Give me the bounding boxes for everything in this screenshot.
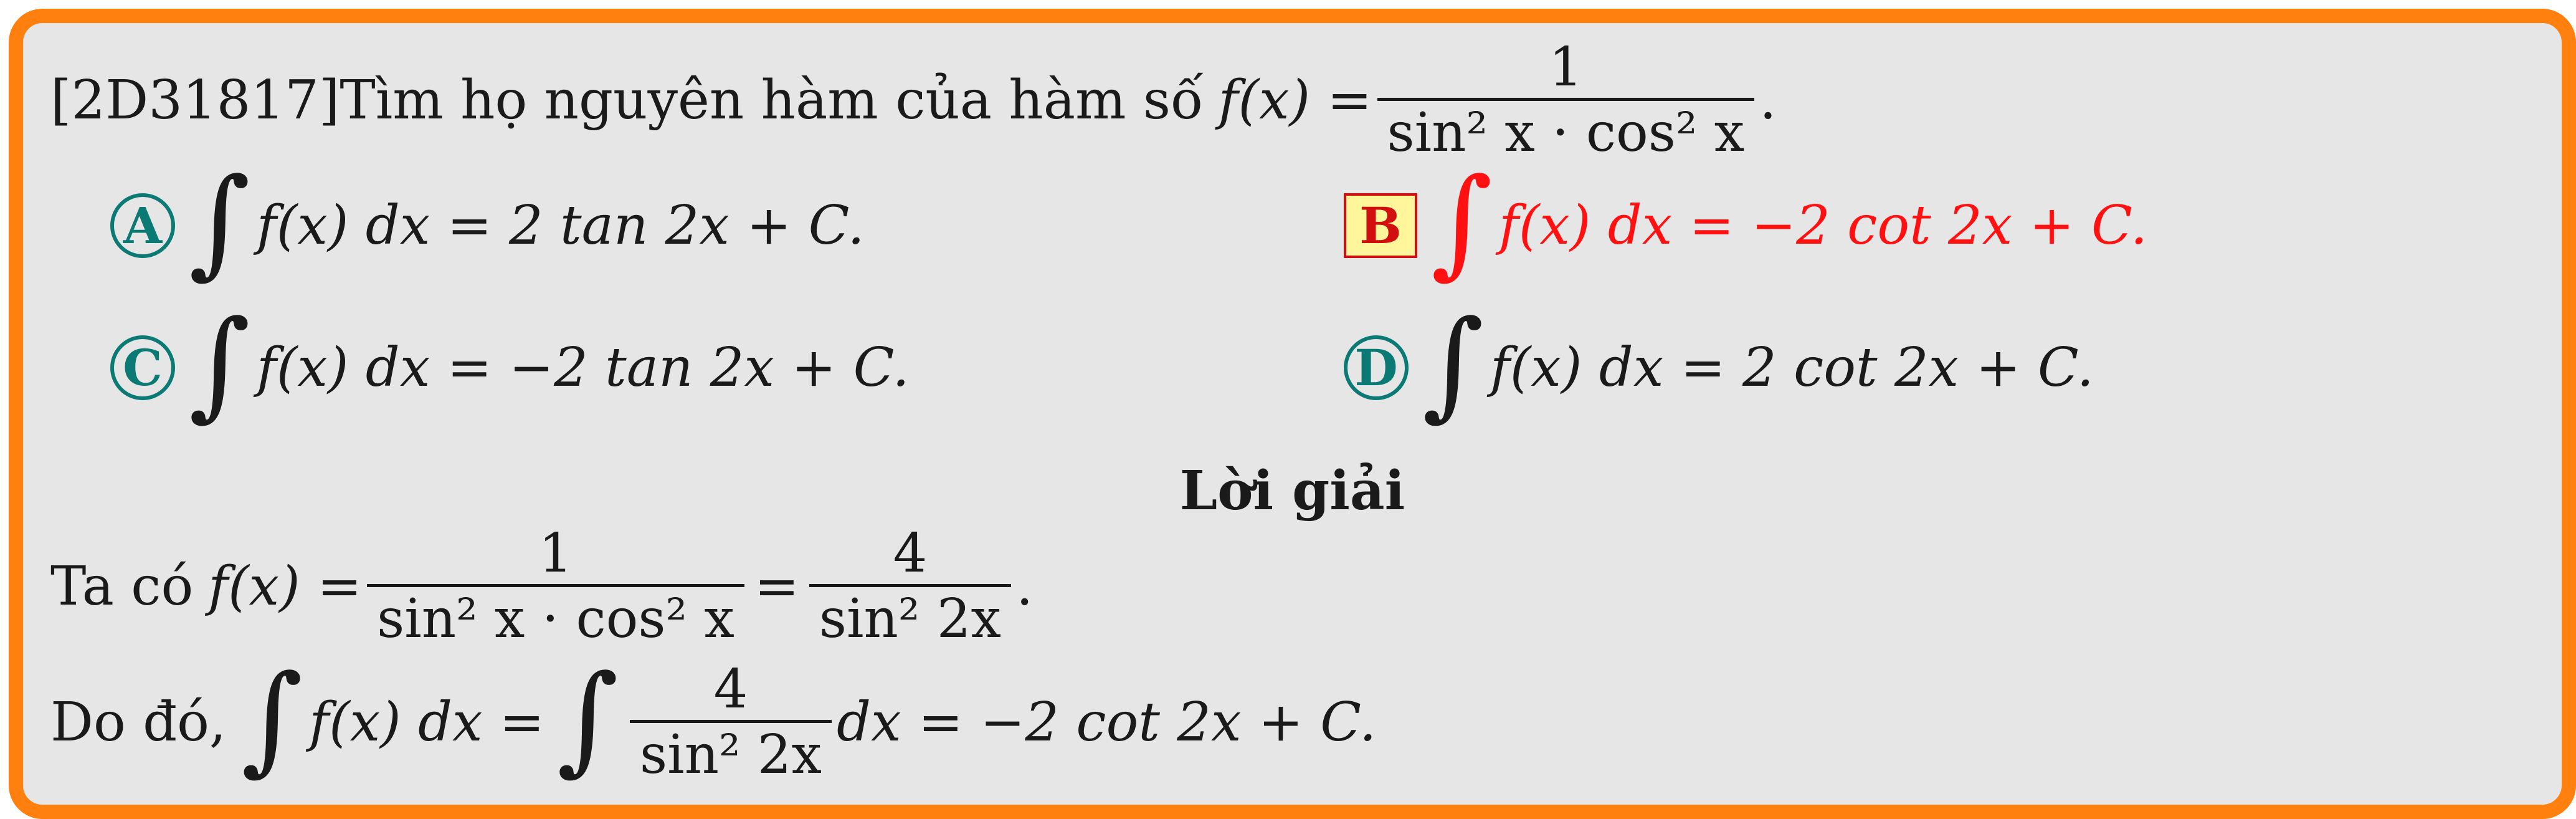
question-fraction: 1 sin² x · cos² x bbox=[1377, 41, 1755, 160]
option-d[interactable]: D ∫ f(x) dx = 2 cot 2x + C. bbox=[1344, 305, 2094, 427]
question-id: [2D31817] bbox=[50, 69, 340, 132]
solution-line2-prefix: Do đó, bbox=[50, 691, 227, 754]
option-b-expr: f(x) dx = −2 cot 2x + C. bbox=[1499, 194, 2148, 257]
option-b[interactable]: B ∫ f(x) dx = −2 cot 2x + C. bbox=[1344, 153, 2148, 290]
solution-line2-expr2: dx = −2 cot 2x + C. bbox=[837, 691, 1377, 754]
question-func: f(x) = bbox=[1218, 69, 1372, 132]
solution-line1-frac2-num: 4 bbox=[893, 522, 928, 585]
integral-icon: ∫ bbox=[1431, 153, 1493, 290]
solution-line1-func: f(x) = bbox=[208, 555, 363, 618]
integral-icon: ∫ bbox=[556, 649, 619, 787]
solution-line2-fraction: 4 sin² 2x bbox=[629, 658, 832, 782]
option-c-expr: f(x) dx = −2 tan 2x + C. bbox=[257, 337, 910, 399]
option-d-label: D bbox=[1344, 335, 1409, 400]
solution-line1-end: . bbox=[1015, 555, 1034, 618]
solution-line1-prefix: Ta có bbox=[50, 555, 194, 618]
solution-line-1: Ta có f(x) = 1 sin² x · cos² x = 4 sin² … bbox=[50, 527, 1033, 646]
option-a-label: A bbox=[110, 193, 175, 258]
question-frac-den: sin² x · cos² x bbox=[1377, 98, 1755, 160]
option-c[interactable]: C ∫ f(x) dx = −2 tan 2x + C. bbox=[110, 305, 910, 427]
solution-line1-fraction-2: 4 sin² 2x bbox=[809, 527, 1011, 646]
question-end: . bbox=[1759, 69, 1777, 132]
integral-icon: ∫ bbox=[1422, 295, 1484, 433]
option-a[interactable]: A ∫ f(x) dx = 2 tan 2x + C. bbox=[110, 153, 865, 290]
question-text: Tìm họ nguyên hàm của hàm số bbox=[340, 69, 1204, 132]
solution-line1-fraction-1: 1 sin² x · cos² x bbox=[367, 527, 744, 646]
option-a-expr: f(x) dx = 2 tan 2x + C. bbox=[257, 194, 865, 257]
solution-line2-frac-num: 4 bbox=[713, 658, 748, 721]
question-line: [2D31817] Tìm họ nguyên hàm của hàm số f… bbox=[50, 41, 1777, 160]
integral-icon: ∫ bbox=[241, 649, 303, 787]
solution-line2-expr1: f(x) dx = bbox=[309, 691, 544, 754]
solution-line-2: Do đó, ∫ f(x) dx = ∫ 4 sin² 2x dx = −2 c… bbox=[50, 658, 1377, 782]
solution-line1-frac1-num: 1 bbox=[538, 522, 573, 585]
solution-line1-eq: = bbox=[754, 555, 799, 618]
integral-icon: ∫ bbox=[189, 295, 250, 433]
solution-line1-frac1-den: sin² x · cos² x bbox=[367, 584, 744, 646]
solution-line1-frac2-den: sin² 2x bbox=[809, 584, 1011, 646]
question-frac-num: 1 bbox=[1549, 36, 1583, 98]
option-c-label: C bbox=[110, 335, 175, 400]
option-d-expr: f(x) dx = 2 cot 2x + C. bbox=[1490, 337, 2094, 399]
solution-heading: Lời giải bbox=[1179, 459, 1405, 522]
option-b-label: B bbox=[1344, 193, 1417, 258]
solution-line2-frac-den: sin² 2x bbox=[629, 720, 832, 782]
integral-icon: ∫ bbox=[189, 153, 250, 290]
question-card: [2D31817] Tìm họ nguyên hàm của hàm số f… bbox=[9, 9, 2576, 819]
